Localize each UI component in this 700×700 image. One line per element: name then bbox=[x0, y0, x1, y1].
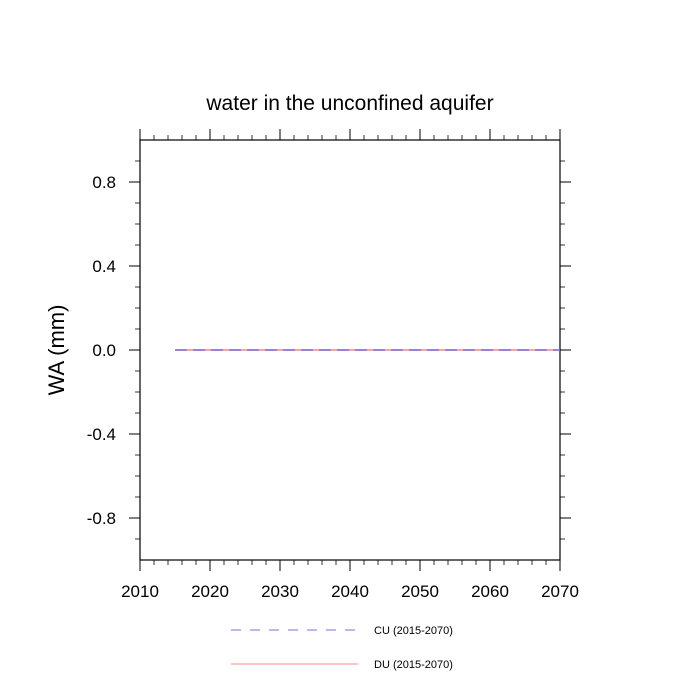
x-tick-label: 2070 bbox=[541, 582, 579, 601]
plot-area: 2010 2020 2030 2040 2050 2060 2070 0.8 0.4 0.0 -0.… bbox=[87, 129, 579, 601]
legend-label-du: DU (2015-2070) bbox=[374, 659, 453, 671]
legend: CU (2015-2070) DU (2015-2070) bbox=[231, 625, 453, 671]
x-tick-label: 2060 bbox=[471, 582, 509, 601]
y-tick-label: 0.4 bbox=[92, 257, 116, 276]
chart-title: water in the unconfined aquifer bbox=[205, 92, 493, 115]
x-tick-label: 2020 bbox=[191, 582, 229, 601]
y-tick-label: -0.4 bbox=[87, 425, 116, 444]
y-tick-label: 0.8 bbox=[92, 173, 116, 192]
y-tick-label: 0.0 bbox=[92, 341, 116, 360]
x-tick-label: 2030 bbox=[261, 582, 299, 601]
legend-label-cu: CU (2015-2070) bbox=[374, 625, 453, 637]
x-tick-label: 2010 bbox=[121, 582, 159, 601]
y-tick-label: -0.8 bbox=[87, 509, 116, 528]
x-tick-label: 2050 bbox=[401, 582, 439, 601]
y-axis-label: WA (mm) bbox=[44, 305, 69, 396]
x-tick-label: 2040 bbox=[331, 582, 369, 601]
